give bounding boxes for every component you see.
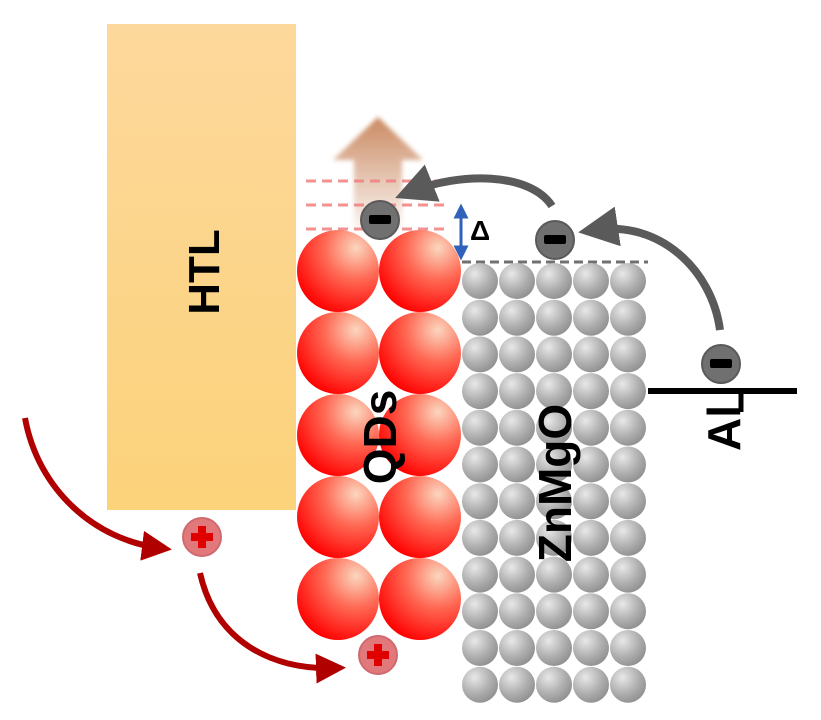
znmgo-sphere bbox=[610, 666, 646, 703]
qd-sphere bbox=[379, 476, 461, 558]
znmgo-sphere bbox=[462, 519, 498, 556]
znmgo-sphere bbox=[536, 630, 572, 666]
znmgo-sphere bbox=[462, 593, 498, 630]
znmgo-sphere bbox=[536, 373, 572, 410]
znmgo-sphere bbox=[573, 336, 609, 373]
electron-arrow-znmgo-to-qd-icon bbox=[395, 164, 556, 209]
qd-sphere bbox=[297, 394, 379, 476]
znmgo-sphere bbox=[610, 630, 646, 666]
delta-label: Δ bbox=[470, 215, 490, 246]
znmgo-sphere bbox=[462, 263, 498, 299]
emission-up-arrow-icon bbox=[333, 117, 423, 232]
znmgo-sphere bbox=[462, 299, 498, 336]
znmgo-sphere bbox=[536, 446, 572, 483]
al-label: Al bbox=[698, 405, 750, 451]
znmgo-sphere bbox=[610, 299, 646, 336]
qd-sphere bbox=[297, 312, 379, 394]
znmgo-sphere bbox=[573, 299, 609, 336]
znmgo-sphere bbox=[499, 666, 535, 703]
hole-arrow-to-qd-icon bbox=[197, 572, 346, 684]
qd-sphere bbox=[379, 230, 461, 312]
qd-sphere bbox=[379, 558, 461, 640]
qd-sphere bbox=[379, 312, 461, 394]
qd-sphere bbox=[297, 230, 379, 312]
htl-label: HTL bbox=[180, 229, 229, 315]
znmgo-sphere bbox=[610, 556, 646, 593]
znmgo-sphere bbox=[573, 373, 609, 410]
znmgo-sphere bbox=[573, 446, 609, 483]
znmgo-sphere bbox=[499, 373, 535, 410]
znmgo-sphere bbox=[499, 483, 535, 520]
qd-sphere bbox=[297, 476, 379, 558]
znmgo-sphere bbox=[462, 666, 498, 703]
hole-qd-icon bbox=[358, 635, 398, 675]
znmgo-sphere bbox=[536, 336, 572, 373]
znmgo-sphere bbox=[499, 593, 535, 630]
qd-sphere bbox=[379, 394, 461, 476]
znmgo-sphere bbox=[462, 556, 498, 593]
electron-qd-icon bbox=[360, 200, 400, 240]
znmgo-sphere bbox=[536, 593, 572, 630]
znmgo-sphere bbox=[610, 409, 646, 446]
qds-label: QDs bbox=[354, 390, 406, 485]
htl-layer bbox=[107, 24, 296, 510]
znmgo-sphere bbox=[536, 263, 572, 299]
znmgo-sphere bbox=[499, 409, 535, 446]
znmgo-sphere bbox=[499, 263, 535, 299]
hole-arrow-in-icon bbox=[22, 417, 172, 561]
znmgo-sphere bbox=[462, 446, 498, 483]
znmgo-sphere bbox=[536, 666, 572, 703]
znmgo-sphere bbox=[499, 630, 535, 666]
electron-al-icon bbox=[701, 344, 741, 384]
qd-layer bbox=[297, 230, 461, 640]
znmgo-sphere bbox=[610, 519, 646, 556]
znmgo-sphere bbox=[536, 519, 572, 556]
znmgo-sphere bbox=[462, 409, 498, 446]
znmgo-sphere bbox=[499, 299, 535, 336]
znmgo-sphere bbox=[573, 409, 609, 446]
znmgo-sphere bbox=[610, 263, 646, 299]
znmgo-sphere bbox=[462, 373, 498, 410]
znmgo-sphere bbox=[499, 336, 535, 373]
znmgo-sphere bbox=[462, 630, 498, 666]
znmgo-sphere bbox=[536, 299, 572, 336]
znmgo-sphere bbox=[536, 483, 572, 520]
electron-arrow-al-to-znmgo-icon bbox=[578, 206, 724, 331]
znmgo-sphere bbox=[462, 336, 498, 373]
znmgo-sphere bbox=[610, 373, 646, 410]
znmgo-sphere bbox=[499, 556, 535, 593]
znmgo-sphere bbox=[573, 556, 609, 593]
znmgo-sphere bbox=[610, 336, 646, 373]
znmgo-sphere bbox=[573, 519, 609, 556]
znmgo-sphere bbox=[573, 630, 609, 666]
znmgo-sphere bbox=[573, 666, 609, 703]
hole-htl-icon bbox=[182, 517, 222, 557]
znmgo-layer bbox=[462, 263, 646, 703]
electron-znmgo-icon bbox=[535, 220, 575, 260]
znmgo-sphere bbox=[536, 556, 572, 593]
znmgo-sphere bbox=[610, 483, 646, 520]
znmgo-sphere bbox=[499, 446, 535, 483]
znmgo-sphere bbox=[573, 263, 609, 299]
znmgo-sphere bbox=[462, 483, 498, 520]
znmgo-sphere bbox=[573, 483, 609, 520]
znmgo-sphere bbox=[573, 593, 609, 630]
znmgo-sphere bbox=[499, 519, 535, 556]
znmgo-sphere bbox=[536, 409, 572, 446]
znmgo-label: ZnMgO bbox=[529, 404, 581, 562]
znmgo-sphere bbox=[610, 593, 646, 630]
qd-sphere bbox=[297, 558, 379, 640]
znmgo-sphere bbox=[610, 446, 646, 483]
